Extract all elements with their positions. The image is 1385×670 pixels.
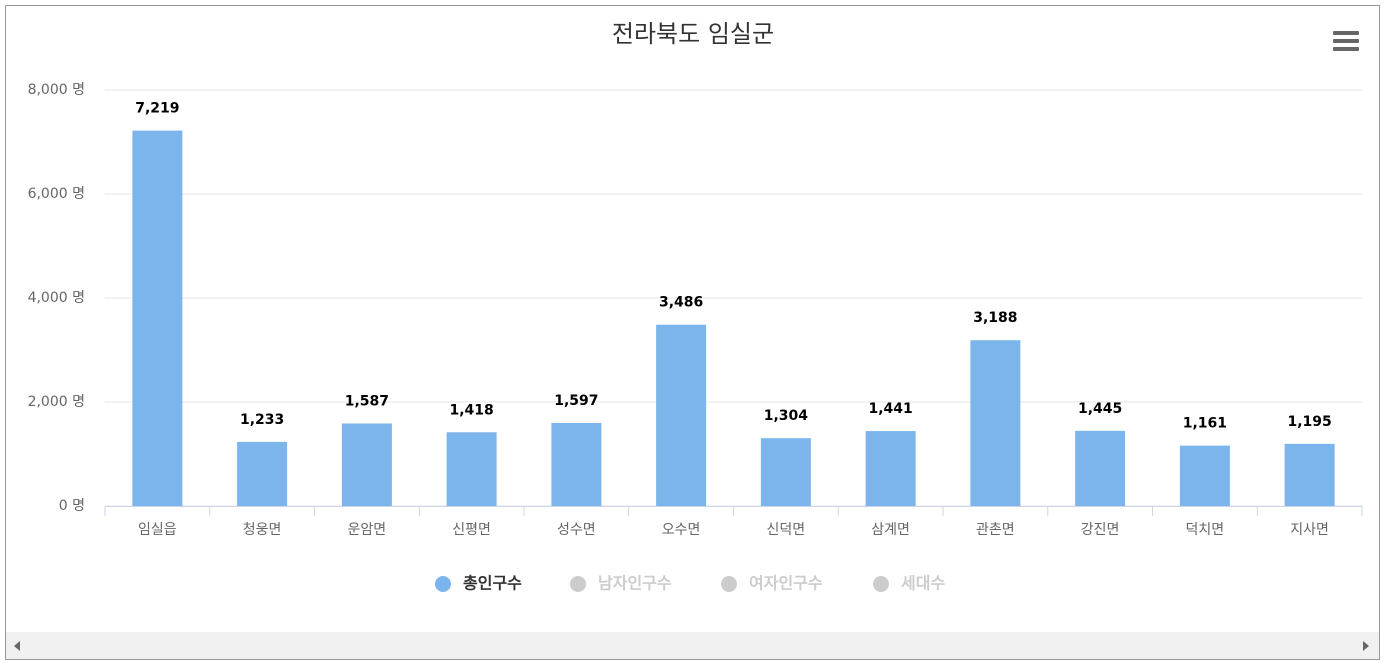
scroll-right[interactable] [1363,641,1369,651]
y-tick-label: 6,000 명 [28,186,85,202]
bar [970,340,1021,506]
menu-button[interactable] [1333,31,1359,51]
legend-label: 총인구수 [463,574,522,593]
data-label: 1,441 [868,401,912,417]
x-tick-label: 오수면 [662,522,701,538]
legend-symbol [873,576,889,592]
legend-label: 세대수 [901,574,945,593]
scroll-track [6,632,1379,659]
data-label: 1,304 [764,408,809,424]
legend-symbol [570,576,586,592]
menu-bar [1333,39,1359,43]
bar [1284,443,1335,506]
bar [237,441,288,506]
scroll-left[interactable] [14,641,20,651]
x-tick-label: 지사면 [1290,522,1329,538]
x-tick-label: 관촌면 [976,522,1015,538]
data-label: 1,233 [240,412,284,428]
y-tick-label: 2,000 명 [28,394,85,410]
bar [551,422,602,506]
data-label: 1,418 [449,402,493,418]
x-tick-label: 신평면 [452,522,491,538]
legend-item[interactable]: 세대수 [873,574,945,593]
data-label: 3,486 [659,295,703,311]
x-tick-label: 성수면 [557,522,596,538]
x-tick-label: 덕치면 [1186,522,1225,538]
y-tick-label: 4,000 명 [28,290,85,306]
data-label: 1,161 [1183,416,1227,432]
x-tick-label: 청웅면 [243,522,282,538]
data-label: 7,219 [135,101,179,117]
bar [341,423,392,506]
menu-bar [1333,47,1359,51]
data-label: 1,195 [1287,414,1331,430]
scrollbar[interactable] [6,632,1379,659]
bar [1075,430,1126,506]
x-tick-label: 임실읍 [138,522,177,538]
bar [760,438,811,506]
bar [1179,445,1230,506]
bar [865,431,916,506]
y-tick-label: 8,000 명 [28,82,85,98]
x-tick-label: 강진면 [1081,522,1120,538]
x-tick-label: 운암면 [348,522,387,538]
legend-item[interactable]: 여자인구수 [721,574,823,593]
x-tick-label: 삼계면 [871,522,910,538]
menu-bar [1333,31,1359,35]
data-label: 1,597 [554,393,598,409]
chart-title: 전라북도 임실군 [612,20,774,48]
x-tick-label: 신덕면 [767,522,806,538]
legend-symbol [721,576,737,592]
data-label: 1,587 [345,393,389,409]
data-label: 3,188 [973,310,1017,326]
data-label: 1,445 [1078,401,1122,417]
legend-label: 남자인구수 [598,574,672,593]
legend-item[interactable]: 총인구수 [435,574,522,593]
legend-symbol [435,576,451,592]
bar [132,130,183,506]
bar [446,432,497,506]
legend-item[interactable]: 남자인구수 [570,574,672,593]
bar [656,324,707,506]
y-tick-label: 0 명 [59,498,85,514]
legend-label: 여자인구수 [749,574,823,593]
